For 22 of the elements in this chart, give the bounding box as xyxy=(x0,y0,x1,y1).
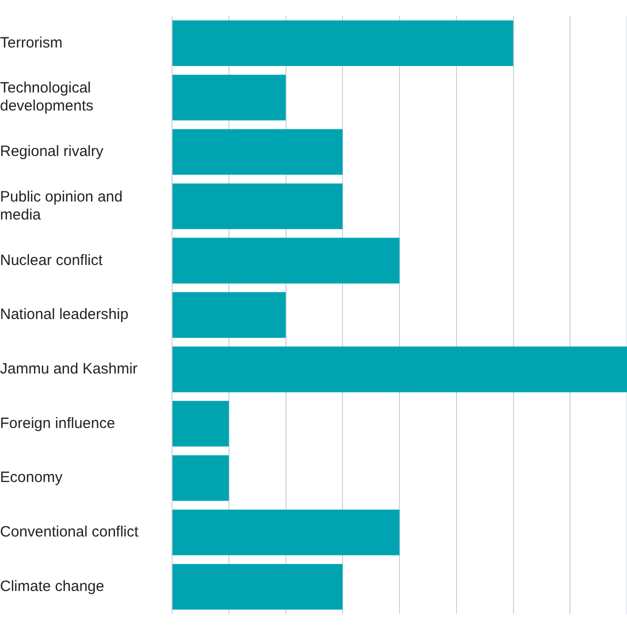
bar xyxy=(172,400,229,447)
bar xyxy=(172,455,229,501)
y-tick-label: Foreign influence xyxy=(0,414,116,432)
bar xyxy=(172,292,286,338)
y-tick-label: Jammu and Kashmir xyxy=(0,360,138,378)
bar xyxy=(172,564,343,610)
y-tick-label: Nuclear conflict xyxy=(0,252,104,269)
bar xyxy=(172,129,343,175)
y-tick-label: Terrorism xyxy=(0,34,62,52)
y-tick-label: Economy xyxy=(0,469,64,486)
bar xyxy=(172,74,286,120)
bar xyxy=(172,510,400,556)
y-tick-label: Climate change xyxy=(0,578,104,595)
bar xyxy=(172,183,343,230)
y-tick-label: Technological developments xyxy=(0,80,94,115)
y-tick-label: National leadership xyxy=(0,306,128,324)
y-tick-label: Public opinion and media xyxy=(0,188,123,224)
y-tick-label: Conventional conflict xyxy=(0,524,140,541)
bar xyxy=(172,346,627,392)
bar xyxy=(172,20,514,66)
y-tick-label: Regional rivalry xyxy=(0,143,104,160)
bar xyxy=(172,238,400,284)
